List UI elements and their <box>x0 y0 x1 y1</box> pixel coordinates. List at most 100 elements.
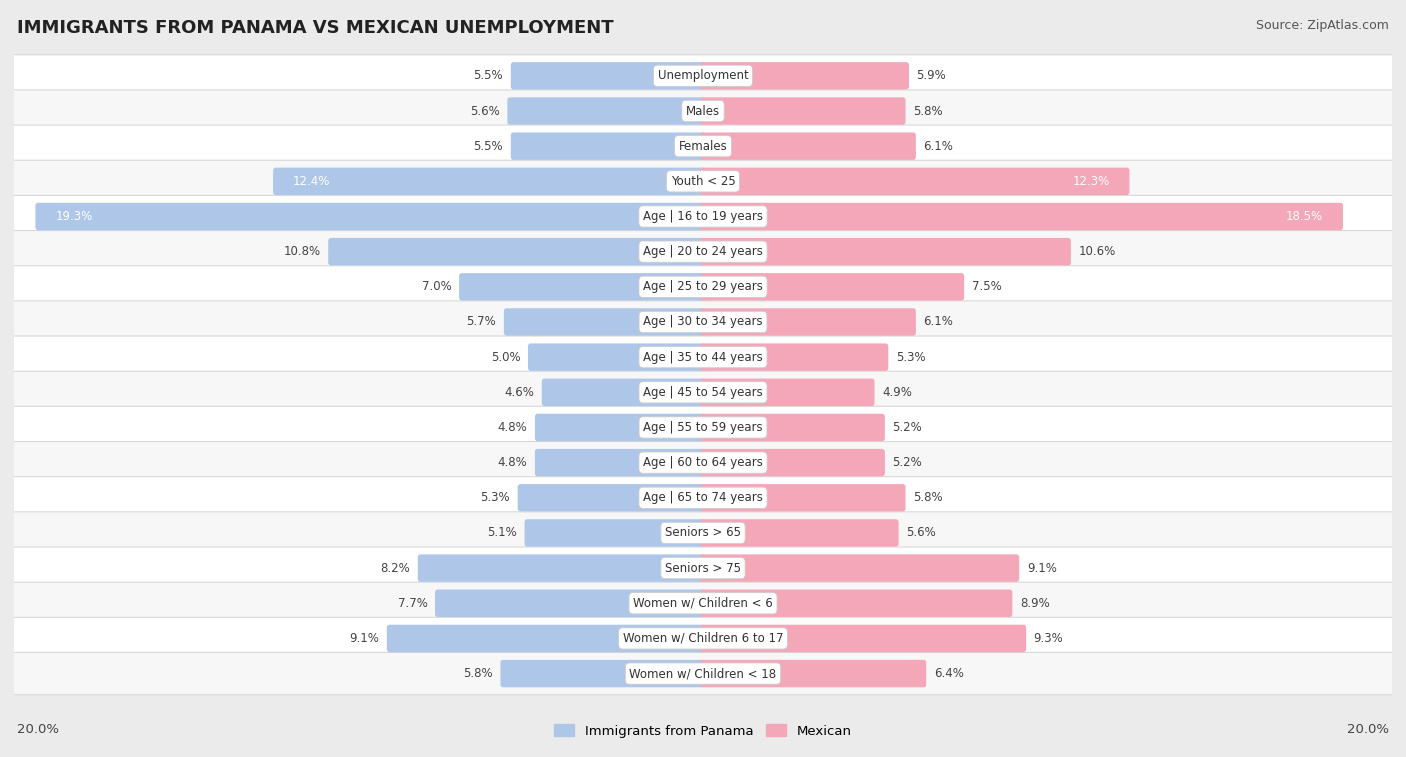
Text: 5.8%: 5.8% <box>912 104 943 117</box>
Text: Age | 65 to 74 years: Age | 65 to 74 years <box>643 491 763 504</box>
FancyBboxPatch shape <box>700 625 1026 652</box>
Text: Age | 55 to 59 years: Age | 55 to 59 years <box>643 421 763 434</box>
FancyBboxPatch shape <box>0 266 1406 308</box>
Text: 8.9%: 8.9% <box>1019 597 1050 609</box>
Text: 12.4%: 12.4% <box>292 175 330 188</box>
Text: 4.8%: 4.8% <box>498 421 527 434</box>
FancyBboxPatch shape <box>0 160 1406 202</box>
FancyBboxPatch shape <box>434 590 706 617</box>
FancyBboxPatch shape <box>0 441 1406 484</box>
Text: 7.0%: 7.0% <box>422 280 451 293</box>
Text: 7.5%: 7.5% <box>972 280 1001 293</box>
Text: Age | 45 to 54 years: Age | 45 to 54 years <box>643 386 763 399</box>
Text: Seniors > 65: Seniors > 65 <box>665 526 741 540</box>
FancyBboxPatch shape <box>35 203 706 230</box>
Text: 5.3%: 5.3% <box>481 491 510 504</box>
Text: 19.3%: 19.3% <box>55 210 93 223</box>
FancyBboxPatch shape <box>0 55 1406 97</box>
Text: 5.7%: 5.7% <box>467 316 496 329</box>
Text: 20.0%: 20.0% <box>17 723 59 736</box>
FancyBboxPatch shape <box>0 231 1406 273</box>
FancyBboxPatch shape <box>387 625 706 652</box>
Text: Females: Females <box>679 140 727 153</box>
Text: 8.2%: 8.2% <box>381 562 411 575</box>
FancyBboxPatch shape <box>0 301 1406 343</box>
Text: 6.1%: 6.1% <box>924 140 953 153</box>
Text: 9.1%: 9.1% <box>1026 562 1057 575</box>
Text: Seniors > 75: Seniors > 75 <box>665 562 741 575</box>
FancyBboxPatch shape <box>700 238 1071 266</box>
Text: 20.0%: 20.0% <box>1347 723 1389 736</box>
Text: Age | 25 to 29 years: Age | 25 to 29 years <box>643 280 763 293</box>
FancyBboxPatch shape <box>0 547 1406 589</box>
FancyBboxPatch shape <box>529 344 706 371</box>
FancyBboxPatch shape <box>541 378 706 406</box>
FancyBboxPatch shape <box>0 477 1406 519</box>
FancyBboxPatch shape <box>700 449 884 476</box>
Text: 4.8%: 4.8% <box>498 456 527 469</box>
Text: 5.2%: 5.2% <box>893 421 922 434</box>
Legend: Immigrants from Panama, Mexican: Immigrants from Panama, Mexican <box>548 719 858 743</box>
FancyBboxPatch shape <box>700 98 905 125</box>
Text: 5.1%: 5.1% <box>488 526 517 540</box>
Text: Youth < 25: Youth < 25 <box>671 175 735 188</box>
Text: Source: ZipAtlas.com: Source: ZipAtlas.com <box>1256 19 1389 32</box>
FancyBboxPatch shape <box>0 407 1406 449</box>
Text: 5.8%: 5.8% <box>912 491 943 504</box>
Text: Age | 16 to 19 years: Age | 16 to 19 years <box>643 210 763 223</box>
FancyBboxPatch shape <box>501 660 706 687</box>
Text: Males: Males <box>686 104 720 117</box>
Text: Age | 35 to 44 years: Age | 35 to 44 years <box>643 350 763 363</box>
FancyBboxPatch shape <box>524 519 706 547</box>
Text: 5.3%: 5.3% <box>896 350 925 363</box>
Text: 10.8%: 10.8% <box>284 245 321 258</box>
FancyBboxPatch shape <box>700 344 889 371</box>
Text: IMMIGRANTS FROM PANAMA VS MEXICAN UNEMPLOYMENT: IMMIGRANTS FROM PANAMA VS MEXICAN UNEMPL… <box>17 19 613 37</box>
Text: 7.7%: 7.7% <box>398 597 427 609</box>
FancyBboxPatch shape <box>700 203 1343 230</box>
FancyBboxPatch shape <box>508 98 706 125</box>
Text: Women w/ Children 6 to 17: Women w/ Children 6 to 17 <box>623 632 783 645</box>
Text: 5.9%: 5.9% <box>917 70 946 83</box>
FancyBboxPatch shape <box>700 414 884 441</box>
FancyBboxPatch shape <box>328 238 706 266</box>
FancyBboxPatch shape <box>0 195 1406 238</box>
FancyBboxPatch shape <box>510 132 706 160</box>
FancyBboxPatch shape <box>460 273 706 301</box>
FancyBboxPatch shape <box>534 449 706 476</box>
Text: Age | 30 to 34 years: Age | 30 to 34 years <box>643 316 763 329</box>
FancyBboxPatch shape <box>0 653 1406 695</box>
Text: 5.2%: 5.2% <box>893 456 922 469</box>
Text: Age | 60 to 64 years: Age | 60 to 64 years <box>643 456 763 469</box>
FancyBboxPatch shape <box>0 512 1406 554</box>
Text: 6.1%: 6.1% <box>924 316 953 329</box>
Text: Women w/ Children < 6: Women w/ Children < 6 <box>633 597 773 609</box>
FancyBboxPatch shape <box>700 519 898 547</box>
Text: 18.5%: 18.5% <box>1286 210 1323 223</box>
Text: 9.1%: 9.1% <box>349 632 380 645</box>
FancyBboxPatch shape <box>273 167 706 195</box>
FancyBboxPatch shape <box>503 308 706 335</box>
FancyBboxPatch shape <box>700 273 965 301</box>
FancyBboxPatch shape <box>510 62 706 89</box>
Text: 9.3%: 9.3% <box>1033 632 1063 645</box>
FancyBboxPatch shape <box>0 90 1406 132</box>
Text: Age | 20 to 24 years: Age | 20 to 24 years <box>643 245 763 258</box>
FancyBboxPatch shape <box>700 167 1129 195</box>
FancyBboxPatch shape <box>700 62 910 89</box>
FancyBboxPatch shape <box>0 125 1406 167</box>
FancyBboxPatch shape <box>700 590 1012 617</box>
Text: 12.3%: 12.3% <box>1073 175 1109 188</box>
Text: 5.5%: 5.5% <box>474 140 503 153</box>
Text: 5.8%: 5.8% <box>463 667 494 680</box>
Text: Unemployment: Unemployment <box>658 70 748 83</box>
FancyBboxPatch shape <box>534 414 706 441</box>
FancyBboxPatch shape <box>700 554 1019 582</box>
Text: 5.5%: 5.5% <box>474 70 503 83</box>
Text: 5.6%: 5.6% <box>470 104 499 117</box>
Text: 6.4%: 6.4% <box>934 667 963 680</box>
FancyBboxPatch shape <box>700 660 927 687</box>
Text: 4.9%: 4.9% <box>882 386 912 399</box>
Text: 10.6%: 10.6% <box>1078 245 1116 258</box>
FancyBboxPatch shape <box>418 554 706 582</box>
